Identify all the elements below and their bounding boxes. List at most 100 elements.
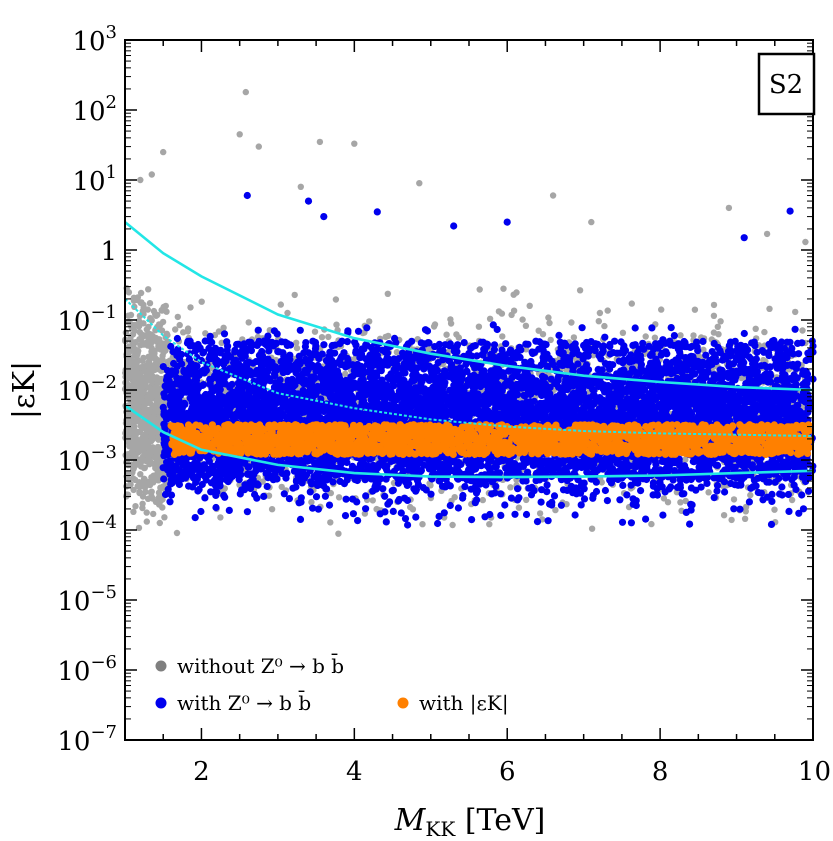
scatter-point [366,318,373,325]
scatter-point [325,501,334,509]
scatter-point [557,501,566,509]
scatter-point [318,334,326,341]
scatter-point [176,321,183,329]
scatter-point [742,503,750,511]
scatter-point [146,361,154,369]
scatter-point [778,483,786,491]
scatter-point [143,518,150,525]
scatter-point [137,176,144,184]
scatter-point [278,483,285,491]
scatter-point [150,352,157,359]
scatter-point [446,501,454,510]
scatter-point [125,361,132,368]
scatter-point [145,286,152,293]
scatter-point [132,503,139,510]
scatter-point [149,436,156,443]
scatter-point [142,457,150,465]
scatter-point [145,323,152,331]
scatter-point [603,497,612,505]
scatter-point [588,218,595,226]
scatter-point [134,370,141,378]
scatter-point [136,380,143,388]
scatter-point [730,505,738,513]
scatter-point [710,301,718,309]
scatter-point [149,332,156,340]
scatter-point [242,88,249,96]
scatter-point [150,510,157,518]
scatter-point [135,524,143,532]
scatter-point [134,483,141,490]
scatter-point [146,408,154,415]
scatter-point [700,346,707,353]
scatter-point [130,451,137,458]
scatter-point [651,334,659,341]
scatter-point [139,357,146,365]
scatter-point [499,333,506,340]
scatter-point [539,331,547,338]
scatter-point [568,319,575,326]
scatter-point [623,491,631,499]
scatter-point [131,358,138,365]
scatter-point [548,498,556,506]
scatter-point [297,183,304,190]
scatter-point [422,486,430,494]
scatter-point [335,494,343,501]
scatter-point [449,521,456,529]
scatter-point [284,309,291,317]
scatter-point [153,461,160,468]
scatter-point [306,488,314,496]
scatter-point [146,394,153,401]
scatter-point [710,329,718,336]
scatter-point [601,322,608,330]
scatter-point [660,495,668,502]
scatter-point [265,492,273,499]
scatter-point [741,515,749,522]
scatter-point [308,498,315,506]
scatter-point [763,230,771,238]
scatter-point [130,379,137,386]
scatter-point [125,312,132,319]
scatter-point [153,397,160,405]
scatter-point [543,488,551,496]
scatter-point [141,464,148,472]
scatter-point [174,313,181,321]
scatter-point [291,291,298,299]
scatter-point [140,436,147,443]
scatter-point [682,456,689,463]
scatter-point [631,324,639,332]
scatter-point [510,307,518,314]
scatter-point [236,481,243,488]
scatter-point [498,310,506,317]
scatter-point [576,287,584,294]
scatter-point [588,525,596,532]
scatter-point [142,488,149,495]
scatter-point [136,489,143,497]
scatter-point [447,316,454,323]
scatter-point [788,496,796,504]
scatter-point [293,339,300,346]
scatter-point [595,318,602,325]
scatter-point [135,317,143,325]
scatter-point [184,328,191,335]
scatter-point [545,314,552,321]
scatter-point [476,286,483,293]
scatter-point [137,289,145,297]
scatter-point [549,192,557,199]
scatter-point [705,489,712,496]
scatter-point [154,443,162,451]
scatter-point [730,496,738,503]
scatter-point [690,332,697,339]
scatter-point [130,294,138,301]
scatter-point [547,375,555,383]
scatter-point [546,319,553,327]
scatter-point [424,346,432,354]
scatter-point [156,519,163,527]
scatter-point [759,496,767,504]
scatter-point [393,349,401,356]
scatter-point [136,329,143,336]
scatter-point [419,521,426,528]
scatter-point [148,171,155,178]
scatter-point [129,399,136,406]
scatter-point [130,486,137,494]
scatter-point [486,521,493,528]
